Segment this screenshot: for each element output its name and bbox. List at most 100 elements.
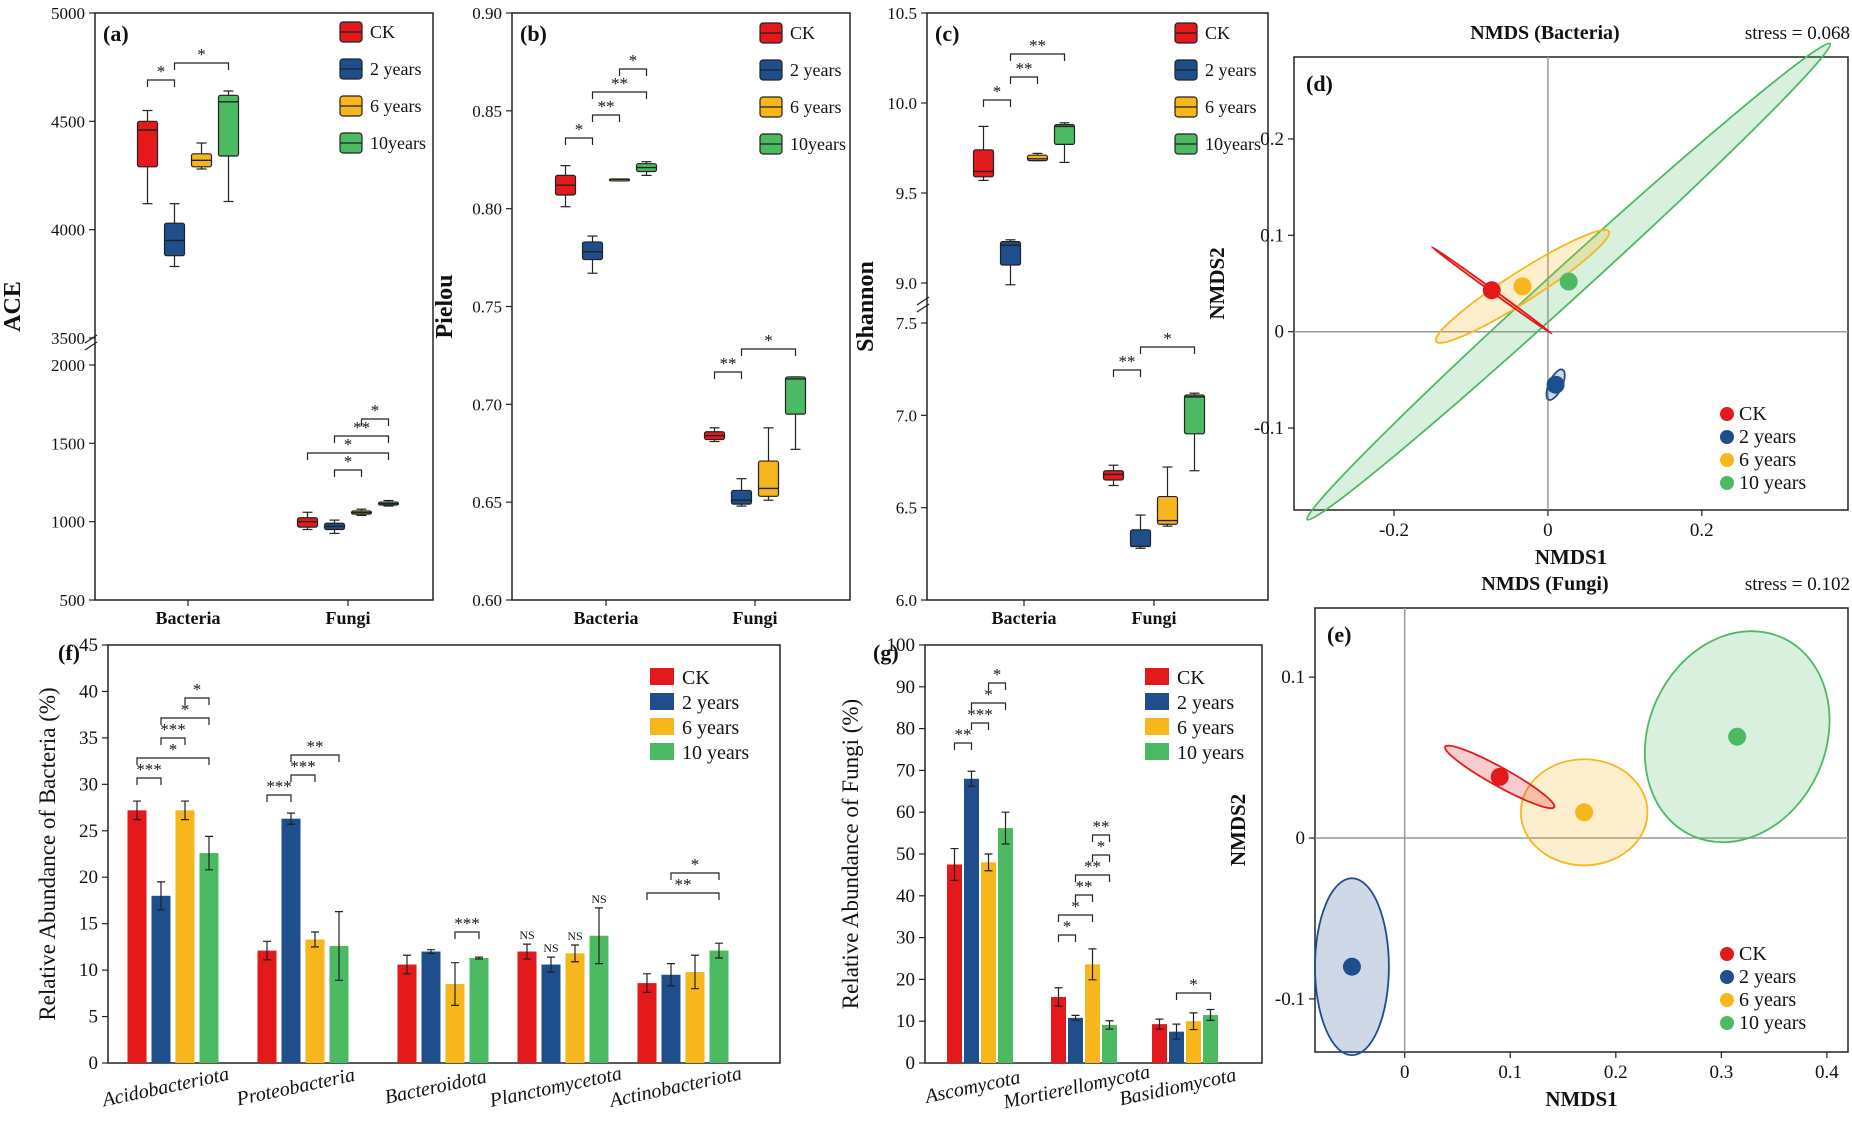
y-tick-label: 0.1 — [1260, 225, 1284, 246]
error-bar-2-2 — [451, 962, 459, 1007]
y-tick-label: 80 — [896, 719, 915, 740]
sig-bracket-4-label: ** — [353, 418, 370, 437]
error-bar-0-2 — [984, 853, 993, 872]
y-tick-label: 0.70 — [472, 395, 502, 414]
bar-frame-5 — [107, 644, 781, 1064]
y-tick-label: 60 — [896, 802, 915, 823]
y-axis-label: NMDS2 — [1205, 247, 1229, 319]
sig-bracket-2-label: *** — [160, 720, 186, 739]
ns-label-3: NS — [591, 892, 606, 906]
bar-0-2 — [175, 810, 195, 1063]
y-tick-label: 5000 — [51, 4, 85, 23]
bar-2-3 — [469, 958, 489, 1063]
y-tick-label: 90 — [896, 677, 915, 698]
y-tick-label: -0.1 — [1254, 418, 1284, 439]
x-tick-label: 0.3 — [1709, 1062, 1733, 1083]
panel-label: (c) — [935, 21, 959, 46]
sig-bracket-7 — [1074, 874, 1111, 882]
bar-1-0 — [1051, 996, 1066, 1063]
sig-bracket-5-label: *** — [266, 777, 292, 796]
x-category-label: Bacteria — [992, 608, 1057, 628]
legend-swatch-1 — [650, 693, 674, 710]
legend-dot-3 — [1720, 476, 1734, 490]
sig-bracket-4-label: * — [1063, 917, 1072, 936]
y-tick-label: 100 — [887, 635, 916, 656]
error-bar-0-1 — [967, 770, 976, 787]
sig-bracket-9-label: ** — [675, 875, 692, 894]
y-tick-label: 15 — [79, 914, 98, 935]
centroid-point-2 — [1575, 803, 1594, 822]
sig-bracket-2 — [970, 702, 1007, 710]
panel-label: (g) — [873, 640, 899, 665]
legend-dot-3 — [1720, 1016, 1734, 1030]
bar-4-0 — [637, 983, 657, 1063]
sig-bracket-4 — [333, 435, 390, 443]
sig-bracket-6-label: ** — [1076, 877, 1093, 896]
sig-bracket-7-label: ** — [1084, 857, 1101, 876]
bar-0-3 — [199, 853, 219, 1063]
sig-bracket-0 — [136, 777, 162, 785]
legend-dot-0 — [1720, 407, 1734, 421]
legend-label-2: 6 years — [1739, 989, 1796, 1011]
y-axis-label: Relative Abundance of Fungi (%) — [838, 699, 863, 1009]
y-tick-label: 0.80 — [472, 200, 502, 219]
x-category-label: Planctomycetota — [487, 1062, 624, 1112]
box-bacteria-2 — [190, 142, 213, 170]
y-tick-label: 0.2 — [1260, 129, 1284, 150]
sig-bracket-3-label: * — [181, 700, 190, 719]
legend-label-1: 2 years — [790, 60, 841, 80]
error-bar-4-2 — [691, 954, 699, 990]
error-bar-1-1 — [287, 812, 295, 825]
x-tick-label: 0.2 — [1604, 1062, 1628, 1083]
legend-label-1: 2 years — [1177, 692, 1234, 714]
box-bacteria-2 — [1026, 152, 1049, 162]
error-bar-1-0 — [1054, 987, 1063, 1007]
x-category-label: Acidobacteriota — [98, 1063, 231, 1112]
bar-2-0 — [397, 964, 417, 1063]
bar-1-3 — [1102, 1024, 1117, 1063]
box-body — [1053, 123, 1076, 145]
legend-dot-0 — [1720, 947, 1734, 961]
sig-bracket-0-label: * — [993, 82, 1002, 101]
sig-bracket-0-label: * — [157, 62, 166, 81]
error-bar-3-1 — [547, 956, 555, 973]
bar-3-1 — [541, 964, 561, 1063]
y-tick-label: 6.0 — [896, 591, 917, 610]
y-tick-label: 7.0 — [896, 406, 917, 425]
sig-bracket-2 — [333, 469, 363, 477]
y-tick-label: 7.5 — [896, 314, 917, 333]
error-bar-4-3 — [715, 942, 723, 959]
legend-label-0: CK — [682, 667, 710, 689]
y-tick-label: 4500 — [51, 112, 85, 131]
sig-bracket-3-label: * — [993, 665, 1002, 684]
box-body — [1129, 529, 1152, 548]
x-category-label: Bacteroidota — [383, 1066, 489, 1109]
legend-label-3: 10 years — [1177, 742, 1244, 764]
sig-bracket-8-label: *** — [454, 914, 480, 933]
sig-bracket-1-label: ** — [598, 97, 615, 116]
sig-bracket-1-label: ** — [1016, 59, 1033, 78]
panel-label: (b) — [520, 21, 547, 46]
panel-label: (e) — [1327, 622, 1351, 647]
box-fungi-0 — [296, 511, 319, 531]
y-tick-label: 40 — [79, 681, 98, 702]
panel-frame-2 — [926, 12, 1269, 601]
legend-label-1: 2 years — [682, 692, 739, 714]
box-bacteria-0 — [554, 165, 577, 208]
y-tick-label: 0 — [89, 1053, 99, 1074]
bar-0-0 — [947, 864, 962, 1063]
sig-bracket-5 — [1057, 914, 1094, 922]
sig-bracket-0 — [564, 137, 594, 145]
sig-bracket-3-label: * — [629, 51, 638, 70]
bar-0-1 — [964, 778, 979, 1063]
panel-label: (d) — [1306, 71, 1333, 96]
y-tick-label: 10.0 — [887, 94, 917, 113]
sig-bracket-3 — [306, 452, 390, 460]
box-body — [999, 241, 1022, 266]
error-bar-0-3 — [205, 835, 213, 871]
sig-bracket-0 — [146, 79, 176, 87]
sig-bracket-0 — [982, 99, 1012, 107]
error-bar-0-1 — [157, 881, 165, 911]
legend-label-1: 2 years — [370, 59, 421, 79]
